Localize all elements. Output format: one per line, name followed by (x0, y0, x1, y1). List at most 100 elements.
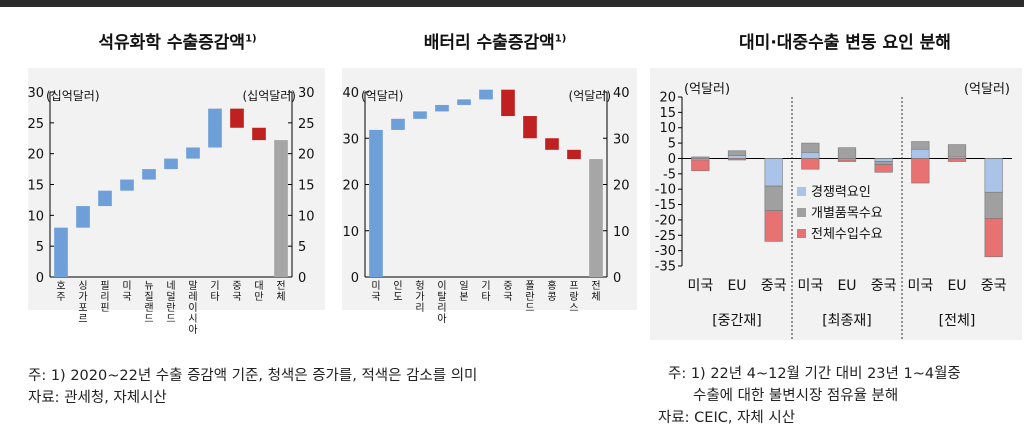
legend-label-competitiveness: 경쟁력요인 (811, 185, 871, 200)
svg-text:인: 인 (393, 280, 402, 292)
group-label: [전체] (939, 313, 976, 329)
svg-text:국: 국 (232, 291, 241, 303)
y-tick-label-right: 0 (613, 271, 621, 286)
category-label: EU (837, 278, 856, 294)
note-left-1: 주: 1) 2020~22년 수출 증감액 기준, 청색은 증가를, 적색은 감… (28, 368, 478, 384)
bar-import_demand (911, 158, 930, 184)
svg-text:본: 본 (459, 291, 468, 303)
bar-increase (142, 169, 156, 180)
bar-product (801, 142, 820, 153)
svg-text:국: 국 (371, 291, 380, 303)
y-tick-label-right: 25 (298, 117, 315, 132)
category-label: 중국 (871, 278, 897, 294)
bar-increase (76, 206, 90, 228)
y-tick-label: -25 (655, 229, 676, 244)
svg-text:네: 네 (166, 280, 175, 292)
chart-title-battery: 배터리 수출증감액1) (423, 33, 567, 53)
y-tick-label-left: 15 (27, 179, 44, 194)
bar-increase (54, 227, 68, 277)
svg-text:기: 기 (210, 280, 219, 292)
bar-increase (164, 158, 178, 170)
bar-total (589, 159, 603, 277)
y-tick-label-left: 30 (27, 86, 44, 101)
y-tick-label-left: 5 (36, 240, 44, 255)
bar-total (274, 140, 288, 277)
unit-label-right: (억달러) (964, 82, 1010, 97)
legend-swatch-competitiveness (797, 187, 806, 196)
group-label: [최종재] (822, 313, 872, 329)
bar-product (691, 156, 710, 159)
svg-text:스: 스 (569, 302, 578, 314)
y-tick-label: -35 (655, 260, 676, 275)
bar-decrease (545, 138, 559, 150)
svg-text:랑: 랑 (569, 291, 578, 303)
category-label: 전체 (591, 280, 600, 303)
bar-increase (479, 89, 493, 100)
svg-text:도: 도 (393, 292, 402, 303)
bar-increase (457, 99, 471, 105)
bar-import_demand (691, 159, 710, 172)
y-tick-label-right: 0 (298, 271, 306, 286)
bar-product (911, 141, 930, 150)
category-label: 미국 (687, 278, 713, 294)
bar-increase (435, 104, 449, 112)
legend-swatch-product (797, 208, 806, 217)
category-label: 미국 (371, 280, 380, 303)
svg-text:주: 주 (56, 292, 65, 303)
bar-competitiveness (801, 152, 820, 159)
note-right-2: 수출에 대한 불변시장 점유율 분해 (693, 388, 899, 404)
bar-product (727, 150, 747, 156)
category-label: 헝가리 (415, 280, 424, 314)
svg-text:질: 질 (144, 291, 153, 303)
svg-text:대: 대 (254, 280, 263, 292)
svg-text:이: 이 (437, 280, 446, 292)
svg-text:콩: 콩 (547, 291, 556, 303)
svg-text:란: 란 (525, 291, 534, 303)
svg-text:중: 중 (232, 280, 241, 292)
svg-text:르: 르 (78, 314, 87, 325)
y-tick-label-right: 10 (613, 225, 630, 240)
y-tick-label-left: 25 (27, 117, 44, 132)
category-label: EU (727, 278, 746, 294)
svg-text:시: 시 (188, 313, 197, 325)
bar-import_demand (984, 218, 1003, 258)
chart-title-petrochem: 석유화학 수출증감액1) (98, 33, 257, 53)
svg-text:헝: 헝 (415, 280, 424, 292)
note-right-1: 주: 1) 22년 4~12월 기간 대비 23년 1~4월중 (668, 366, 961, 382)
category-label: 인도 (393, 280, 402, 303)
bar-competitiveness (911, 148, 930, 159)
unit-label-right: (억달러) (569, 89, 611, 103)
unit-label-left: (억달러) (361, 89, 403, 103)
legend-label-import_demand: 전체수입수요 (811, 227, 883, 242)
svg-text:싱: 싱 (78, 280, 87, 292)
svg-text:랜: 랜 (144, 302, 153, 314)
bar-import_demand (764, 210, 783, 242)
svg-text:핀: 핀 (100, 302, 109, 314)
category-label: 기타 (210, 280, 219, 303)
svg-text:일: 일 (459, 280, 468, 292)
svg-text:아: 아 (188, 324, 197, 336)
bar-decrease (252, 127, 266, 141)
y-tick-label-left: 20 (342, 179, 359, 194)
bar-import_demand (874, 164, 893, 173)
category-label: 중국 (232, 280, 241, 303)
category-label: 대만 (254, 280, 263, 303)
plot-bg-battery (342, 68, 637, 310)
bar-decrease (523, 116, 537, 139)
svg-text:말: 말 (188, 280, 197, 292)
svg-text:리: 리 (415, 302, 424, 314)
bar-competitiveness (984, 158, 1003, 193)
category-label: 전체 (276, 280, 285, 303)
category-label: 중국 (503, 280, 512, 303)
category-label: 미국 (797, 278, 823, 294)
category-label: 일본 (459, 280, 468, 303)
legend-label-product: 개별품목수요 (811, 206, 883, 221)
svg-text:타: 타 (210, 291, 219, 303)
svg-text:체: 체 (276, 291, 285, 303)
bar-increase (413, 111, 427, 119)
y-tick-label-left: 20 (27, 148, 44, 163)
y-tick-label: 20 (659, 91, 676, 106)
